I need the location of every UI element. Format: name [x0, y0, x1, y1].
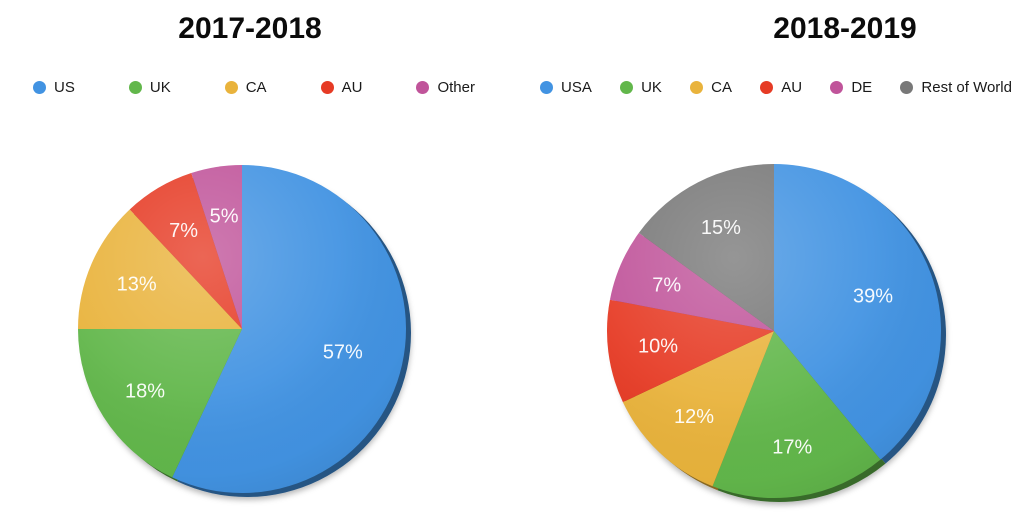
pie-slice-value-label: 12%: [674, 406, 714, 428]
legend-item-uk: UK: [128, 79, 171, 96]
legend-label: UK: [149, 79, 171, 96]
legend-item-de: DE: [830, 79, 872, 96]
legend-item-au: AU: [760, 79, 802, 96]
legend-swatch-icon: [33, 81, 46, 94]
pie-slice-value-label: 7%: [169, 220, 198, 242]
legend-swatch-icon: [224, 81, 238, 94]
pie-slice-value-label: 39%: [853, 285, 893, 307]
legend-swatch-icon: [760, 81, 774, 94]
pie-slice-value-label: 10%: [638, 336, 678, 358]
pie-slice-value-label: 18%: [125, 381, 165, 403]
pie-slice-value-label: 57%: [323, 342, 363, 364]
pie-chart-2018-2019: 39% 17% 12% 10% 7% 15%: [607, 164, 946, 502]
pie-slice-value-label: 13%: [117, 273, 157, 295]
legend-item-us: US: [33, 79, 75, 96]
legend-swatch-icon: [128, 81, 142, 94]
legend-swatch-icon: [320, 81, 334, 94]
pie-slice-value-label: 7%: [652, 275, 681, 297]
pie-chart-2017-2018: 57% 18% 13% 7% 5%: [78, 165, 411, 497]
legend-label: US: [54, 79, 75, 96]
pie-slice-value-label: 17%: [772, 436, 812, 458]
legend-swatch-icon: [540, 81, 553, 94]
legend-item-rest-of-world: Rest of World: [900, 79, 1012, 96]
legend-swatch-icon: [690, 81, 704, 94]
legend-item-au: AU: [320, 79, 363, 96]
legend-label: AU: [781, 79, 803, 96]
chart-title-2018-2019: 2018-2019: [773, 12, 917, 45]
chart-title-2017-2018: 2017-2018: [178, 12, 322, 45]
legend-item-usa: USA: [540, 79, 592, 96]
legend-label: USA: [561, 79, 592, 96]
legend-swatch-icon: [620, 81, 634, 94]
legend-label: Other: [437, 79, 475, 96]
legend-2018-2019: USA UK CA AU DE Rest of World: [540, 79, 1012, 96]
legend-label: DE: [851, 79, 873, 96]
legend-label: UK: [641, 79, 662, 96]
pie-gloss-overlay: [607, 164, 941, 498]
legend-2017-2018: US UK CA AU Other: [33, 79, 475, 96]
legend-item-ca: CA: [690, 79, 732, 96]
legend-label: CA: [245, 79, 267, 96]
pie-gloss-overlay: [78, 165, 406, 493]
legend-swatch-icon: [416, 81, 430, 94]
legend-label: CA: [711, 79, 732, 96]
legend-swatch-icon: [900, 81, 914, 94]
legend-swatch-icon: [830, 81, 844, 94]
legend-item-ca: CA: [224, 79, 267, 96]
legend-label: AU: [341, 79, 363, 96]
legend-item-uk: UK: [620, 79, 662, 96]
legend-label: Rest of World: [921, 79, 1012, 96]
pie-slice-value-label: 15%: [701, 217, 741, 239]
pie-slice-value-label: 5%: [210, 206, 239, 228]
legend-item-other: Other: [416, 79, 475, 96]
